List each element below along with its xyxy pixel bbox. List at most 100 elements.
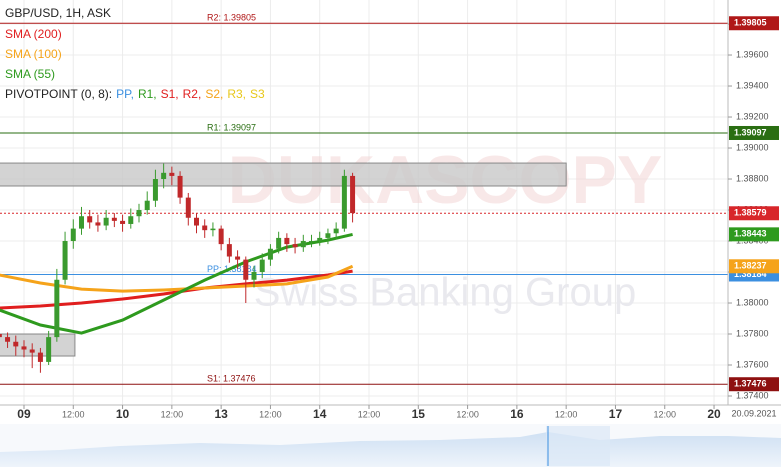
- y-tick-label: 1.39000: [736, 142, 769, 152]
- date-label: 20.09.2021: [731, 408, 776, 418]
- candle-body: [70, 228, 76, 242]
- legend-pivot-item: R1,: [138, 87, 157, 101]
- axes: 1.374001.376001.378001.380001.382001.384…: [17, 16, 779, 421]
- legend: GBP/USD, 1H, ASK SMA (200) SMA (100) SMA (5…: [5, 6, 265, 101]
- price-tag-label: 1.38579: [734, 208, 767, 218]
- x-tick-label: 09: [17, 407, 31, 421]
- price-tag-label: 1.39805: [734, 18, 767, 28]
- candle-body: [267, 248, 273, 260]
- zone: [0, 162, 567, 187]
- candle-body: [284, 237, 290, 245]
- legend-entry: SMA (100): [5, 47, 62, 61]
- candle-body: [37, 352, 43, 362]
- legend-pivot-item: S1,: [161, 87, 179, 101]
- zone: [0, 333, 76, 357]
- legend-pivot: PIVOTPOINT (0, 8): PP, R1, S1, R2, S2, R3, S3: [5, 87, 265, 101]
- candle-body: [276, 237, 282, 249]
- price-tag-label: 1.38237: [734, 261, 767, 271]
- candle-body: [193, 217, 199, 226]
- candle-body: [218, 228, 224, 245]
- navigator-window[interactable]: [546, 426, 610, 466]
- candle-body: [317, 237, 323, 242]
- candle-body: [128, 216, 134, 224]
- candle-body: [169, 172, 175, 176]
- x-tick-label: 10: [116, 407, 130, 421]
- candle-body: [350, 175, 356, 214]
- x-tick-label: 20: [707, 407, 721, 421]
- candle-body: [144, 200, 150, 211]
- x-tick-label: 16: [510, 407, 524, 421]
- x-tick-label: 15: [412, 407, 426, 421]
- y-tick-label: 1.39600: [736, 49, 769, 59]
- candle-body: [161, 172, 167, 180]
- price-tag: [729, 16, 779, 31]
- candle-body: [136, 210, 142, 217]
- pivot-label: S1: 1.37476: [207, 374, 256, 384]
- legend-pivot-item: S2,: [205, 87, 223, 101]
- legend-pivot-item: R2,: [183, 87, 202, 101]
- candle-body: [251, 272, 257, 280]
- candle-body: [210, 228, 216, 231]
- candle-body: [120, 220, 126, 224]
- price-tag: [729, 206, 779, 221]
- candle-body: [235, 256, 241, 260]
- y-tick-label: 1.37400: [736, 390, 769, 400]
- y-tick-label: 1.39400: [736, 80, 769, 90]
- pivot-label: R1: 1.39097: [207, 122, 256, 132]
- candle-body: [185, 197, 191, 218]
- y-tick-label: 1.37600: [736, 359, 769, 369]
- x-tick-label: 13: [214, 407, 228, 421]
- candle-body: [95, 222, 101, 226]
- candle-body: [226, 244, 232, 257]
- candle-body: [46, 337, 52, 362]
- x-tick-label: 17: [609, 407, 623, 421]
- candle-body: [177, 175, 183, 198]
- candle-body: [309, 241, 315, 243]
- candle-body: [13, 341, 19, 347]
- candle-body: [111, 217, 117, 221]
- y-tick-label: 1.38800: [736, 173, 769, 183]
- candle-body: [152, 179, 158, 201]
- price-tag-label: 1.39097: [734, 127, 767, 137]
- candle-body: [21, 346, 27, 350]
- candle-body: [0, 334, 2, 338]
- y-tick-label: 1.38000: [736, 297, 769, 307]
- x-tick-label: 12:00: [456, 409, 479, 419]
- candle-body: [54, 279, 60, 338]
- legend-pivot-item: R3,: [227, 87, 246, 101]
- legend-pivot-item: S3: [250, 87, 265, 101]
- candle-body: [259, 259, 265, 273]
- x-tick-label: 12:00: [161, 409, 184, 419]
- candle-body: [341, 175, 347, 229]
- legend-entry: SMA (200): [5, 27, 62, 41]
- pivot-label: R2: 1.39805: [207, 13, 256, 23]
- x-tick-label: 12:00: [259, 409, 282, 419]
- price-tag: [729, 259, 779, 274]
- legend-pivot-item: PP,: [116, 87, 134, 101]
- candle-body: [5, 337, 11, 342]
- x-tick-label: 14: [313, 407, 327, 421]
- price-tag: [729, 125, 779, 140]
- x-tick-label: 12:00: [653, 409, 676, 419]
- price-tag: [729, 227, 779, 242]
- candle-body: [29, 349, 35, 353]
- candle-body: [87, 216, 93, 223]
- y-tick-label: 1.39200: [736, 111, 769, 121]
- candle-body: [333, 228, 339, 234]
- candle-body: [62, 241, 68, 280]
- x-tick-label: 12:00: [358, 409, 381, 419]
- x-tick-label: 12:00: [555, 409, 578, 419]
- price-tag-label: 1.38184: [734, 269, 767, 279]
- price-tag: [729, 377, 779, 392]
- legend-entry: SMA (55): [5, 67, 55, 81]
- x-tick-label: 12:00: [62, 409, 85, 419]
- candle-body: [292, 244, 298, 248]
- legend-pivot-title: PIVOTPOINT (0, 8):: [5, 87, 112, 101]
- candle-body: [202, 225, 208, 231]
- price-tag-label: 1.38443: [734, 229, 767, 239]
- candle-body: [243, 259, 249, 280]
- candle-body: [78, 216, 84, 229]
- candle-body: [103, 217, 109, 226]
